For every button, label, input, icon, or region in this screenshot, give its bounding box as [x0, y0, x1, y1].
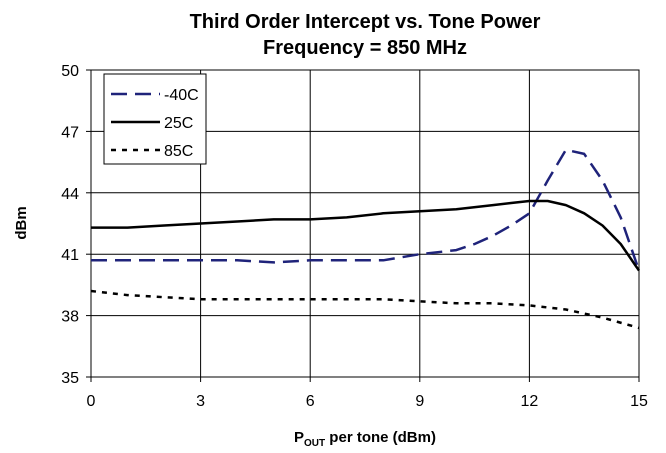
- y-tick-label: 50: [61, 63, 79, 80]
- chart-subtitle: Frequency = 850 MHz: [263, 37, 467, 59]
- y-tick-label: 41: [61, 247, 79, 264]
- x-tick-label: 12: [521, 393, 539, 410]
- series-line-1: [91, 148, 641, 272]
- x-tick-label: 3: [196, 393, 205, 410]
- x-tick-label: 9: [415, 393, 424, 410]
- chart-title: Third Order Intercept vs. Tone Power: [190, 11, 541, 33]
- series-line-3: [90, 289, 640, 330]
- y-tick-label: 38: [61, 309, 79, 326]
- x-axis-label-rest: per tone (dBm): [325, 429, 436, 446]
- x-axis-label-subscript: OUT: [304, 438, 325, 449]
- x-axis-label-main: P: [294, 429, 304, 446]
- x-tick-label: 15: [630, 393, 648, 410]
- legend-label: 85C: [164, 143, 193, 160]
- y-tick-label: 44: [61, 186, 79, 203]
- series-line-2: [91, 199, 641, 272]
- y-tick-label: 35: [61, 370, 79, 387]
- series-lines: [90, 148, 641, 330]
- legend-items: -40C 25C 85C: [111, 87, 199, 160]
- axis-ticks: 0 3 6 9 12 15 35 38 41 44 47 50: [61, 63, 648, 410]
- x-tick-label: 0: [87, 393, 96, 410]
- y-axis-label: dBm: [13, 206, 30, 239]
- x-axis-label: POUT per tone (dBm): [294, 429, 436, 449]
- y-tick-label: 47: [61, 124, 79, 141]
- plot-area: [90, 69, 640, 378]
- x-tick-label: 6: [306, 393, 315, 410]
- grid: [91, 70, 639, 377]
- legend-label: 25C: [164, 115, 193, 132]
- legend-label: -40C: [164, 87, 199, 104]
- legend: -40C 25C 85C: [103, 73, 207, 165]
